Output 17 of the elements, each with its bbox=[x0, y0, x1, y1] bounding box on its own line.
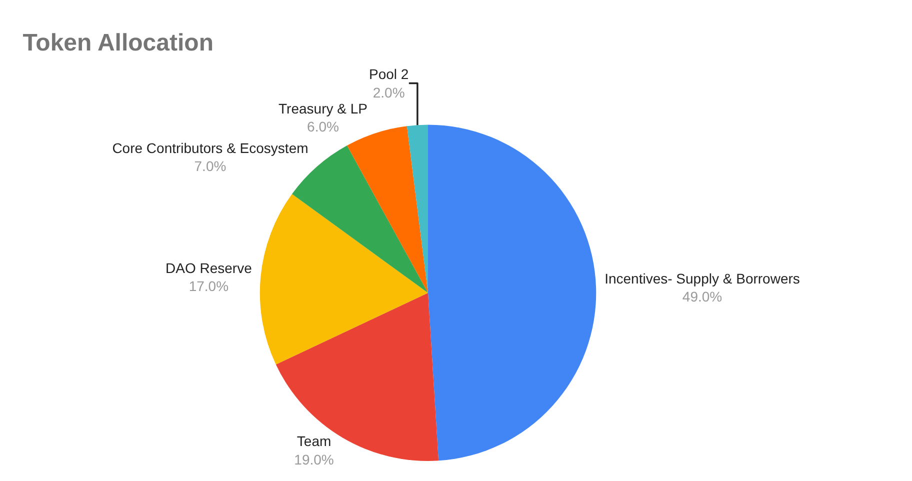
slice-label: Treasury & LP bbox=[278, 100, 368, 116]
slice-label: DAO Reserve bbox=[165, 260, 252, 276]
slice-label: Team bbox=[296, 433, 332, 450]
pie-slice bbox=[260, 194, 428, 364]
data-label: 7.0% bbox=[194, 158, 226, 174]
data-label: 6.0% bbox=[307, 118, 339, 135]
slice-label: Incentives- Supply & Borrowers bbox=[604, 270, 800, 286]
data-label: 49.0% bbox=[682, 288, 722, 305]
data-label: 19.0% bbox=[294, 451, 334, 468]
data-label: 2.0% bbox=[372, 84, 405, 100]
chart-title: Token Allocation bbox=[22, 29, 214, 56]
data-label: 17.0% bbox=[188, 278, 229, 294]
slice-label: Core Contributors & Ecosystem bbox=[112, 140, 308, 156]
pie-slice bbox=[347, 126, 428, 293]
pie-slice bbox=[428, 124, 596, 461]
pie-slice bbox=[406, 124, 428, 293]
slice-label: Pool 2 bbox=[368, 66, 409, 82]
